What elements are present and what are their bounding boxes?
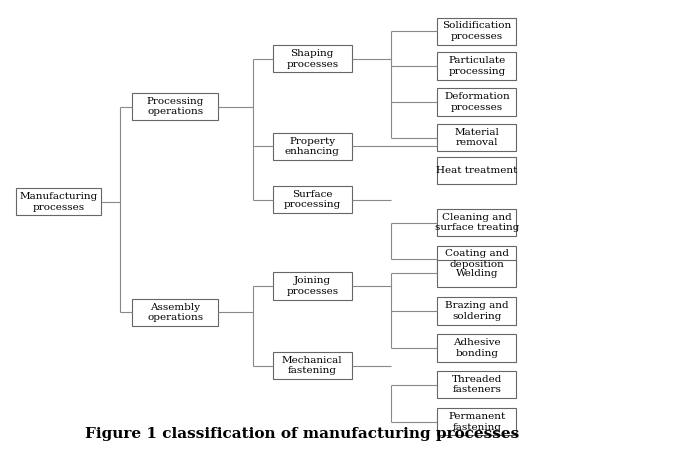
Text: Coating and
deposition: Coating and deposition (445, 249, 509, 269)
Text: Manufacturing
processes: Manufacturing processes (20, 192, 97, 212)
Text: Mechanical
fastening: Mechanical fastening (282, 356, 342, 376)
FancyBboxPatch shape (438, 124, 517, 151)
FancyBboxPatch shape (438, 334, 517, 362)
Text: Permanent
fastening: Permanent fastening (448, 412, 505, 432)
FancyBboxPatch shape (132, 299, 218, 326)
FancyBboxPatch shape (273, 272, 351, 299)
FancyBboxPatch shape (438, 209, 517, 236)
FancyBboxPatch shape (438, 408, 517, 436)
Text: Shaping
processes: Shaping processes (286, 49, 338, 69)
Text: Figure 1 classification of manufacturing processes: Figure 1 classification of manufacturing… (85, 427, 519, 441)
FancyBboxPatch shape (438, 52, 517, 79)
Text: Deformation
processes: Deformation processes (444, 92, 510, 112)
FancyBboxPatch shape (438, 157, 517, 185)
FancyBboxPatch shape (273, 45, 351, 72)
Text: Joining
processes: Joining processes (286, 276, 338, 296)
FancyBboxPatch shape (15, 188, 102, 216)
Text: Solidification
processes: Solidification processes (442, 21, 512, 41)
FancyBboxPatch shape (438, 18, 517, 45)
Text: Cleaning and
surface treating: Cleaning and surface treating (435, 213, 519, 232)
Text: Threaded
fasteners: Threaded fasteners (452, 375, 502, 395)
FancyBboxPatch shape (132, 93, 218, 120)
Text: Property
enhancing: Property enhancing (285, 137, 340, 156)
Text: Brazing and
soldering: Brazing and soldering (445, 301, 509, 321)
FancyBboxPatch shape (273, 352, 351, 379)
FancyBboxPatch shape (273, 186, 351, 213)
FancyBboxPatch shape (438, 371, 517, 398)
FancyBboxPatch shape (438, 260, 517, 287)
Text: Material
removal: Material removal (454, 128, 499, 148)
Text: Surface
processing: Surface processing (284, 189, 341, 209)
Text: Processing
operations: Processing operations (146, 97, 204, 117)
FancyBboxPatch shape (438, 246, 517, 273)
FancyBboxPatch shape (273, 133, 351, 160)
Text: Welding: Welding (456, 269, 498, 278)
FancyBboxPatch shape (438, 89, 517, 116)
Text: Assembly
operations: Assembly operations (147, 303, 203, 322)
FancyBboxPatch shape (438, 298, 517, 325)
Text: Particulate
processing: Particulate processing (448, 56, 505, 76)
Text: Adhesive
bonding: Adhesive bonding (453, 338, 500, 357)
Text: Heat treatment: Heat treatment (436, 166, 517, 175)
